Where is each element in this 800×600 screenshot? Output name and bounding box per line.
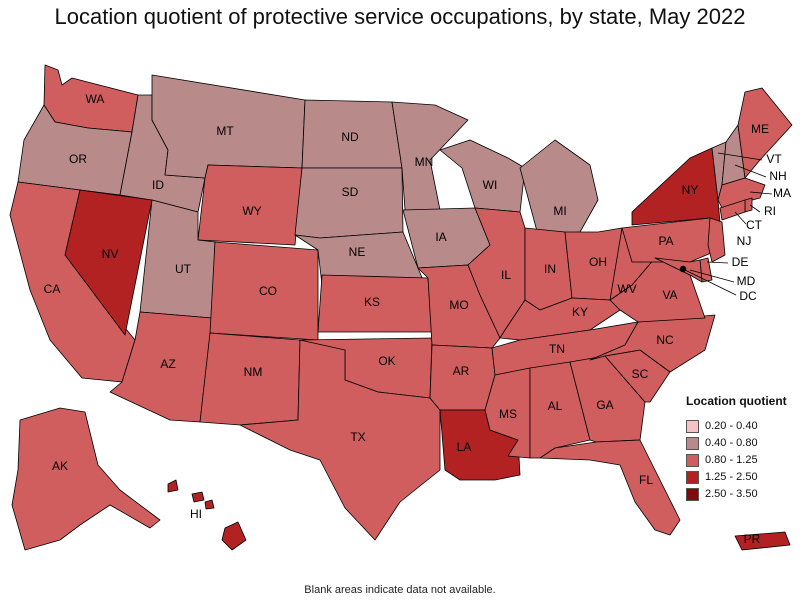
legend-label: 0.40 - 0.80 [705,437,758,449]
state-label-nj: NJ [737,234,752,248]
state-label-wy: WY [242,204,261,218]
state-nv [64,189,153,336]
legend-label: 2.50 - 3.50 [705,488,758,500]
state-label-wa: WA [86,92,105,106]
state-label-or: OR [69,152,87,166]
state-label-sd: SD [342,185,359,199]
state-label-nd: ND [341,130,359,144]
callout-line-de [706,261,729,264]
state-label-mn: MN [415,155,434,169]
callout-line-nh [734,164,767,178]
state-label-pa: PA [658,234,673,248]
state-label-fl: FL [639,473,653,487]
state-label-ct: CT [746,218,763,232]
state-fl [539,439,681,536]
state-label-tn: TN [549,342,565,356]
legend-item: 0.20 - 0.40 [686,418,796,434]
state-label-in: IN [544,262,556,276]
state-label-mo: MO [449,298,468,312]
state-label-id: ID [152,178,164,192]
legend-swatch [686,453,699,467]
state-label-mt: MT [216,124,234,138]
state-label-ut: UT [175,262,192,276]
state-label-ar: AR [453,364,470,378]
state-label-nh: NH [769,169,786,183]
callout-line-dc [682,268,737,296]
state-label-ne: NE [349,245,366,259]
state-pr [734,531,791,551]
legend-swatch [686,470,699,484]
legend-item: 1.25 - 2.50 [686,469,796,485]
state-label-md: MD [737,274,756,288]
state-label-nv: NV [102,247,119,261]
state-label-hi: HI [190,507,202,521]
callout-line-ri [749,204,761,213]
state-label-dc: DC [739,289,757,303]
legend-item: 0.80 - 1.25 [686,452,796,468]
state-label-ri: RI [764,204,776,218]
state-label-ia: IA [435,230,446,244]
state-nj [707,217,726,263]
state-label-ak: AK [52,459,68,473]
state-label-co: CO [259,284,277,298]
state-label-la: LA [457,440,472,454]
callout-line-ct [734,211,747,225]
state-label-nc: NC [656,333,674,347]
state-label-me: ME [751,122,769,136]
state-label-il: IL [501,268,511,282]
state-ct [719,199,746,221]
state-label-mi: MI [553,204,566,218]
state-mi [519,139,599,236]
state-label-ca: CA [44,282,61,296]
legend-label: 0.80 - 1.25 [705,454,758,466]
state-label-vt: VT [766,152,782,166]
map-title: Location quotient of protective service … [54,4,746,29]
state-label-va: VA [662,288,677,302]
state-label-az: AZ [160,357,175,371]
state-label-wv: WV [617,282,636,296]
state-label-ky: KY [572,305,588,319]
callout-line-ma [749,191,773,195]
state-mn [391,101,469,211]
state-label-nm: NM [244,365,263,379]
legend: Location quotient 0.20 - 0.40 0.40 - 0.8… [686,394,796,503]
state-ri [744,197,753,213]
legend-label: 1.25 - 2.50 [705,471,758,483]
state-ne [294,231,426,286]
state-label-ms: MS [499,407,517,421]
footnote: Blank areas indicate data not available. [304,584,496,596]
state-label-ga: GA [596,398,613,412]
state-wi [439,139,526,213]
state-ak [11,407,161,551]
state-md [654,257,703,283]
legend-swatch [686,487,699,501]
state-label-tx: TX [350,430,365,444]
legend-item: 2.50 - 3.50 [686,486,796,502]
state-label-oh: OH [589,255,607,269]
legend-swatch [686,436,699,450]
state-label-ny: NY [682,183,699,197]
state-label-al: AL [548,399,563,413]
state-label-ok: OK [378,354,395,368]
state-label-de: DE [732,255,749,269]
state-label-sc: SC [632,367,649,381]
state-wy [197,164,303,246]
state-label-wi: WI [483,178,498,192]
callout-line-vt [717,152,763,161]
state-tx [239,339,441,541]
state-label-ks: KS [364,295,380,309]
legend-label: 0.20 - 0.40 [705,420,758,432]
legend-item: 0.40 - 0.80 [686,435,796,451]
callout-line-md [689,269,735,283]
state-label-ma: MA [773,186,791,200]
legend-swatch [686,419,699,433]
state-hi [167,479,247,551]
state-label-pr: PR [744,532,761,546]
state-sd [294,167,404,239]
legend-title: Location quotient [686,394,787,408]
